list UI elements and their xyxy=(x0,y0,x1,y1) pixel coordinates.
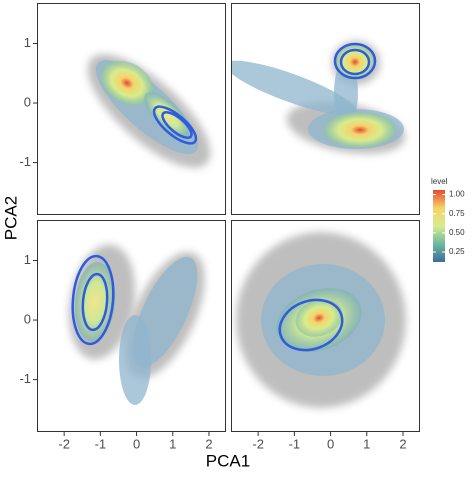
x-tick-label: 0 xyxy=(133,436,140,451)
density-warm xyxy=(144,92,190,138)
density-ring xyxy=(161,110,193,140)
legend-colorbar xyxy=(433,190,445,262)
x-tick-label: 2 xyxy=(205,436,212,451)
x-tick-label: 2 xyxy=(399,436,406,451)
density-hot xyxy=(100,60,154,106)
density-ring xyxy=(81,272,109,332)
panel xyxy=(231,220,420,432)
x-tick-label: 1 xyxy=(169,436,176,451)
panel-border xyxy=(37,3,226,215)
density-area xyxy=(119,315,151,405)
density-layer xyxy=(87,54,211,168)
density-hot xyxy=(324,112,396,148)
density-ring xyxy=(152,105,198,145)
panel-border xyxy=(231,3,420,215)
density-layer xyxy=(236,232,406,408)
x-tick-label: -2 xyxy=(252,436,264,451)
panel-border xyxy=(37,220,226,432)
x-axis-title: PCA1 xyxy=(206,451,250,470)
density-area xyxy=(231,60,357,116)
legend-title: level xyxy=(431,177,448,186)
panel xyxy=(37,3,226,215)
y-tick-label: -1 xyxy=(19,154,31,169)
density-ring xyxy=(339,48,371,76)
x-tick-label: 1 xyxy=(363,436,370,451)
y-tick-label: 0 xyxy=(24,311,31,326)
legend-tick-label: 0.75 xyxy=(449,209,465,218)
legend-tick-label: 1.00 xyxy=(449,190,465,199)
density-ring xyxy=(333,42,377,80)
y-axis-title: PCA2 xyxy=(1,196,20,240)
y-tick-label: -1 xyxy=(19,371,31,386)
y-tick-label: 1 xyxy=(24,35,31,50)
x-tick-label: -1 xyxy=(289,436,301,451)
panel xyxy=(37,220,226,432)
y-tick-label: 0 xyxy=(24,94,31,109)
density-layer xyxy=(231,41,406,154)
legend-tick-label: 0.25 xyxy=(449,247,465,256)
density-ring xyxy=(71,254,115,346)
x-tick-label: -2 xyxy=(58,436,70,451)
panel xyxy=(231,3,420,215)
density-layer xyxy=(68,244,205,405)
y-tick-label: 1 xyxy=(24,252,31,267)
density-hot xyxy=(295,299,343,337)
x-tick-label: -1 xyxy=(95,436,107,451)
density-ring xyxy=(278,298,344,352)
x-tick-label: 0 xyxy=(327,436,334,451)
legend-tick-label: 0.50 xyxy=(449,228,465,237)
panel-border xyxy=(231,220,420,432)
